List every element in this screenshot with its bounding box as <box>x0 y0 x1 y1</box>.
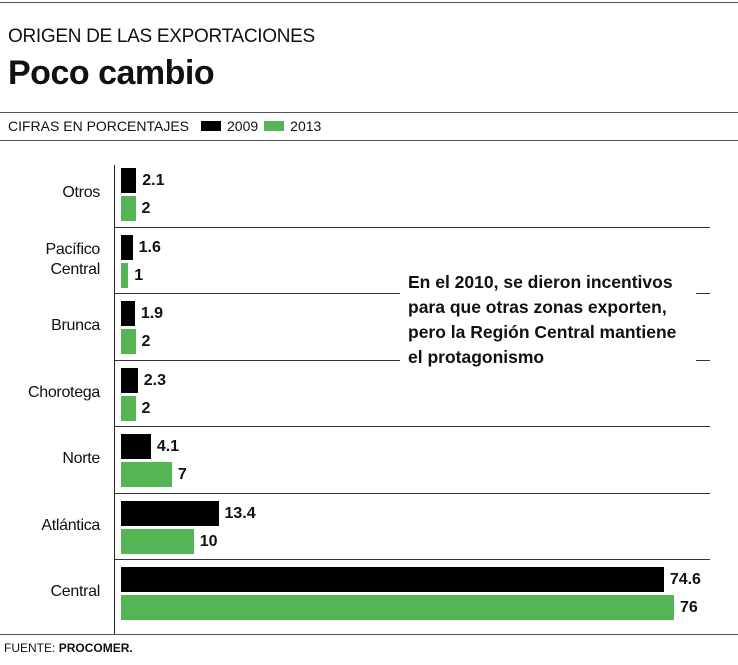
legend-swatch-2013 <box>264 121 285 131</box>
bar-2009 <box>121 301 135 326</box>
footer-rule <box>0 634 738 635</box>
category-label-line: Atlántica <box>41 516 100 534</box>
bar-2009 <box>121 500 219 526</box>
bar-2013 <box>121 395 136 421</box>
value-label-2009: 2.1 <box>142 172 165 189</box>
legend-top-rule <box>0 112 738 113</box>
value-label-2013: 1 <box>134 266 144 284</box>
bar-2009 <box>121 434 151 459</box>
category-label-line: Pacífico <box>45 240 100 258</box>
legend: CIFRAS EN PORCENTAJES 2009 2013 <box>8 118 321 134</box>
chart-kicker: ORIGEN DE LAS EXPORTACIONES <box>8 26 315 47</box>
category-label: Brunca <box>0 316 100 336</box>
category-label: Norte <box>0 449 100 469</box>
category-label-line: Chorotega <box>27 383 100 401</box>
legend-swatch-2009 <box>201 121 221 131</box>
annotation: En el 2010, se dieron incentivos para qu… <box>400 270 696 370</box>
category-label-line: Brunca <box>51 317 100 334</box>
value-label-2013: 2 <box>141 333 151 350</box>
category-label: Otros <box>0 183 100 203</box>
category-label: Atlántica <box>0 516 100 536</box>
value-label-2009: 13.4 <box>224 504 256 522</box>
value-label-2009: 1.6 <box>138 238 161 256</box>
category-label: Pacífico Central <box>0 240 100 280</box>
category-label-line: Norte <box>62 450 100 467</box>
source-label: FUENTE: <box>4 641 56 655</box>
value-label-2013: 76 <box>680 599 698 616</box>
chart-title: Poco cambio <box>8 54 215 92</box>
bar-2009 <box>121 168 137 193</box>
value-label-2009: 74.6 <box>669 571 701 588</box>
top-rule <box>0 2 738 3</box>
legend-label-2009: 2009 <box>227 118 259 134</box>
bar-2009 <box>121 367 138 393</box>
value-label-2013: 2 <box>141 200 151 217</box>
source: FUENTE: PROCOMER. <box>4 641 133 655</box>
bar-2013 <box>121 595 674 620</box>
category-label: Chorotega <box>0 383 100 403</box>
bar-2013 <box>121 196 136 221</box>
bar-2013 <box>121 262 129 288</box>
category-label: Central <box>0 582 101 602</box>
category-separator <box>114 559 710 560</box>
value-label-2013: 10 <box>199 532 218 550</box>
bar-2009 <box>121 234 133 260</box>
value-label-2013: 2 <box>141 399 151 417</box>
value-label-2013: 7 <box>177 466 187 483</box>
units-label: CIFRAS EN PORCENTAJES <box>8 118 189 134</box>
bar-2013 <box>121 528 194 554</box>
category-separator <box>114 492 710 494</box>
value-label-2009: 2.3 <box>143 371 166 389</box>
category-axis <box>114 165 115 634</box>
value-label-2009: 4.1 <box>156 438 180 455</box>
category-label-line: Central <box>50 260 101 278</box>
bar-2009 <box>121 567 664 592</box>
value-label-2009: 1.9 <box>140 305 164 322</box>
legend-bottom-rule <box>0 140 738 141</box>
bar-2013 <box>121 329 136 354</box>
category-separator <box>114 226 710 228</box>
source-value: PROCOMER. <box>58 641 133 655</box>
legend-label-2013: 2013 <box>290 118 322 134</box>
category-separator <box>114 426 710 427</box>
bar-2013 <box>121 462 172 487</box>
category-label-line: Otros <box>62 184 100 201</box>
category-label-line: Central <box>50 583 101 600</box>
